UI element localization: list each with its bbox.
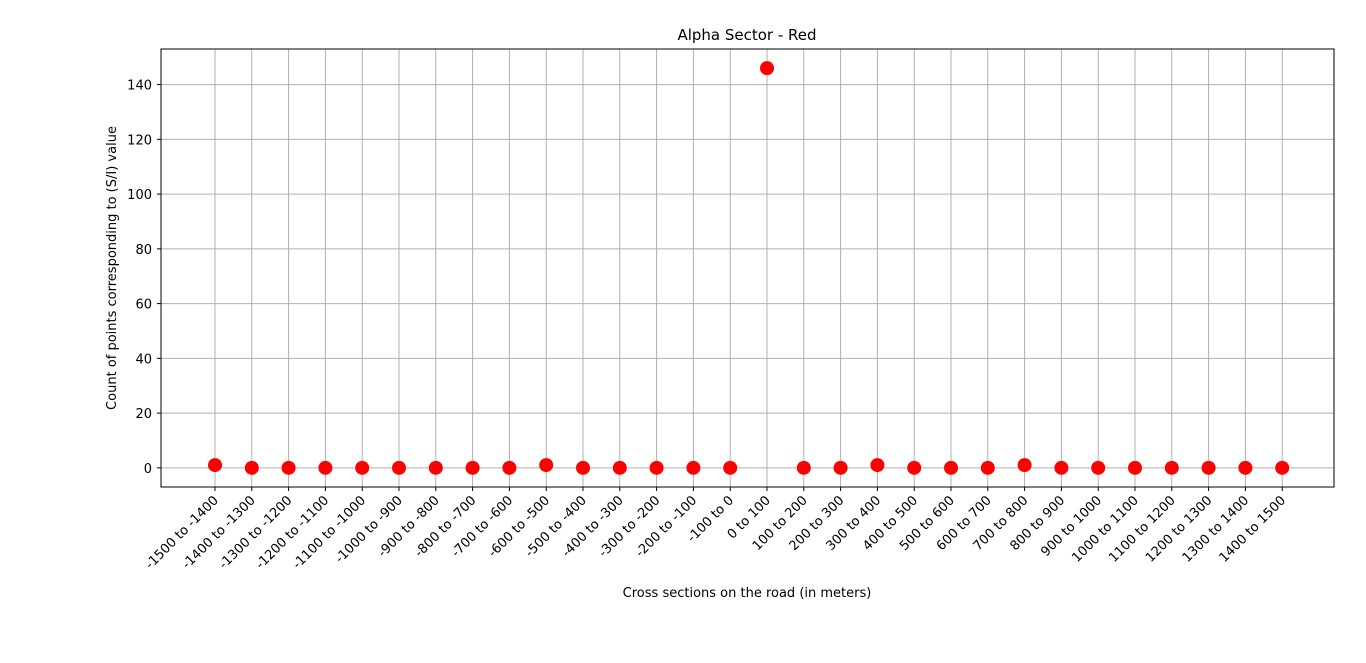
y-tick-label: 100 <box>127 188 152 203</box>
x-axis-label: Cross sections on the road (in meters) <box>623 586 872 601</box>
x-axis-ticks: -1500 to -1400-1400 to -1300-1300 to -12… <box>143 487 1289 572</box>
data-point <box>576 460 590 475</box>
data-point <box>1164 460 1179 475</box>
y-axis-ticks: 0 20 40 60 80 100 120 140 <box>127 79 161 477</box>
data-point <box>760 61 774 76</box>
data-point <box>428 460 443 475</box>
data-point <box>465 460 480 475</box>
y-tick-label: 120 <box>127 133 152 148</box>
y-tick-label: 60 <box>135 298 152 313</box>
data-point <box>281 460 296 475</box>
y-tick-label: 20 <box>135 407 152 422</box>
data-point <box>944 460 958 475</box>
plot-area-frame <box>160 48 1335 488</box>
data-point <box>1128 460 1142 475</box>
data-point <box>1238 460 1253 475</box>
y-tick-label: 80 <box>135 243 152 258</box>
y-axis-label: Count of points corresponding to (S/I) v… <box>105 126 120 410</box>
y-tick-label: 40 <box>135 352 152 367</box>
data-point <box>392 460 406 475</box>
data-point <box>907 460 922 475</box>
x-tick-label: 1400 to 1500 <box>1217 493 1289 565</box>
data-point <box>539 458 554 473</box>
data-point <box>1017 458 1032 473</box>
data-point <box>355 460 370 475</box>
data-point <box>833 460 848 475</box>
y-tick-label: 140 <box>127 79 152 94</box>
data-point <box>1275 460 1290 475</box>
data-point <box>502 460 517 475</box>
data-point <box>649 460 664 475</box>
data-points <box>208 61 1290 475</box>
data-point <box>244 460 259 475</box>
data-point <box>612 460 627 475</box>
data-point <box>318 460 333 475</box>
data-point <box>723 460 738 475</box>
chart-title: Alpha Sector - Red <box>677 26 816 44</box>
data-point <box>980 460 995 475</box>
grid-lines <box>161 49 1334 487</box>
data-point <box>1091 460 1106 475</box>
data-point <box>796 460 811 475</box>
data-point <box>208 458 222 473</box>
data-point <box>1201 460 1216 475</box>
data-point <box>1054 460 1069 475</box>
data-point <box>870 458 885 473</box>
y-tick-label: 0 <box>144 462 152 477</box>
data-point <box>686 460 701 475</box>
